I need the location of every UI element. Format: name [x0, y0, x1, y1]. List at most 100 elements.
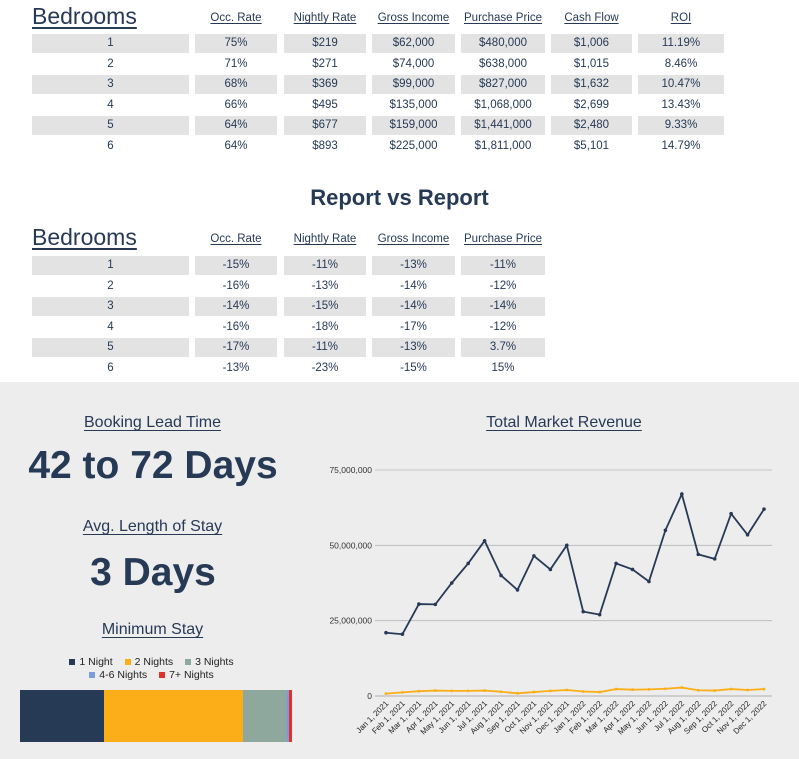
- data-point: [663, 687, 667, 691]
- table2-column-header: Purchase Price: [464, 233, 542, 245]
- table2-cell: -11%: [284, 256, 366, 275]
- series-line-1: [385, 686, 765, 695]
- y-tick-label: 75,000,000: [329, 465, 372, 475]
- table1-cell: $1,015: [573, 57, 610, 70]
- table1-column-header: Nightly Rate: [293, 12, 357, 24]
- table1-title: Bedrooms: [32, 3, 137, 29]
- data-point: [564, 543, 569, 548]
- legend-swatch: [124, 659, 131, 666]
- legend-item-4-6-nights: 4-6 Nights: [89, 669, 147, 681]
- table1-cell: 11.19%: [638, 34, 724, 53]
- table2-cell: 6: [107, 361, 114, 374]
- table1-cell: $99,000: [372, 75, 455, 94]
- table1-column-header: Purchase Price: [464, 12, 542, 24]
- table2-cell: 3.7%: [461, 338, 545, 357]
- minimum-stay-bar: [20, 690, 292, 742]
- data-point: [499, 690, 503, 694]
- table1-cell: $495: [312, 98, 338, 111]
- table1-column-header: ROI: [670, 12, 692, 24]
- data-point: [598, 690, 602, 694]
- minimum-stay-segment-4: [289, 690, 292, 742]
- table1-cell: $2,699: [573, 98, 610, 111]
- data-point: [696, 688, 700, 692]
- data-point: [663, 528, 668, 533]
- table1-cell: $2,480: [551, 116, 632, 135]
- table2-cell: -13%: [311, 279, 339, 292]
- table2-cell: 4: [107, 320, 114, 333]
- table1-cell: 14.79%: [661, 139, 701, 152]
- data-point: [401, 690, 404, 694]
- table1-cell: 75%: [195, 34, 277, 53]
- data-point: [433, 602, 438, 607]
- table2-cell: -13%: [372, 338, 455, 357]
- table1-cell: $1,006: [551, 34, 632, 53]
- data-point: [680, 686, 684, 689]
- table2-cell: -14%: [195, 297, 277, 316]
- table1-cell: 64%: [224, 139, 248, 152]
- data-point: [433, 689, 437, 692]
- legend-item-2-nights: 2 Nights: [124, 656, 173, 668]
- table1-cell: $271: [312, 57, 338, 70]
- table2-cell: -12%: [489, 320, 517, 333]
- data-point: [680, 492, 684, 496]
- minimum-stay-segment-3: [286, 690, 290, 742]
- table1-cell: $1,632: [551, 75, 632, 94]
- table2-cell: -15%: [284, 297, 366, 316]
- y-tick-label: 25,000,000: [329, 616, 372, 626]
- minimum-stay-legend: 1 Night 2 Nights 3 Nights 4-6 Nights 7+ …: [20, 656, 292, 681]
- table1-cell: $135,000: [389, 98, 438, 111]
- report-vs-report-title: Report vs Report: [310, 185, 489, 210]
- table1-cell: $1,811,000: [474, 139, 532, 152]
- table1-cell: $225,000: [389, 139, 438, 152]
- legend-swatch: [185, 659, 192, 666]
- data-point: [713, 689, 717, 692]
- data-point: [745, 532, 750, 537]
- table2-cell: -16%: [222, 279, 250, 292]
- booking-lead-time-label: Booking Lead Time: [84, 414, 221, 431]
- data-point: [417, 602, 421, 606]
- table1-cell: $827,000: [461, 75, 545, 94]
- table2-cell: 5: [32, 338, 189, 357]
- total-market-revenue-label: Total Market Revenue: [486, 414, 642, 431]
- table1-cell: 10.47%: [638, 75, 724, 94]
- data-point: [581, 690, 585, 693]
- table2-cell: -13%: [372, 256, 455, 275]
- table2-column-header: Nightly Rate: [293, 233, 357, 245]
- data-point: [614, 687, 618, 691]
- table1-cell: $159,000: [372, 116, 455, 135]
- table1-cell: $369: [284, 75, 366, 94]
- table2-cell: -14%: [461, 297, 545, 316]
- table1-cell: $74,000: [392, 57, 435, 70]
- data-point: [483, 689, 487, 692]
- table2-cell: -11%: [461, 256, 545, 275]
- data-point: [384, 630, 388, 635]
- data-point: [450, 689, 454, 693]
- booking-lead-time-value: 42 to 72 Days: [28, 444, 278, 487]
- data-point: [548, 689, 552, 693]
- table1-cell: $1,068,000: [474, 98, 532, 111]
- data-point: [597, 612, 602, 617]
- table2-cell: -14%: [372, 297, 455, 316]
- table2-cell: -17%: [195, 338, 277, 357]
- data-point: [516, 691, 519, 695]
- minimum-stay-segment-0: [20, 690, 105, 742]
- table1-cell: 4: [107, 98, 114, 111]
- table2-cell: -12%: [489, 279, 517, 292]
- table1-cell: $1,441,000: [461, 116, 545, 135]
- data-point: [417, 689, 421, 693]
- table2-cell: -15%: [195, 256, 277, 275]
- table2-cell: -11%: [284, 338, 366, 357]
- table1-cell: $62,000: [372, 34, 455, 53]
- table2-cell: -16%: [222, 320, 250, 333]
- table1-cell: 8.46%: [664, 57, 698, 70]
- data-point: [515, 588, 520, 592]
- table1-cell: 64%: [195, 116, 277, 135]
- data-point: [647, 579, 651, 584]
- table1-cell: $677: [284, 116, 366, 135]
- legend-item-3-nights: 3 Nights: [185, 656, 234, 668]
- y-tick-label: 50,000,000: [329, 540, 372, 550]
- table1-cell: $893: [312, 139, 338, 152]
- data-point: [630, 567, 635, 572]
- data-point: [712, 557, 717, 561]
